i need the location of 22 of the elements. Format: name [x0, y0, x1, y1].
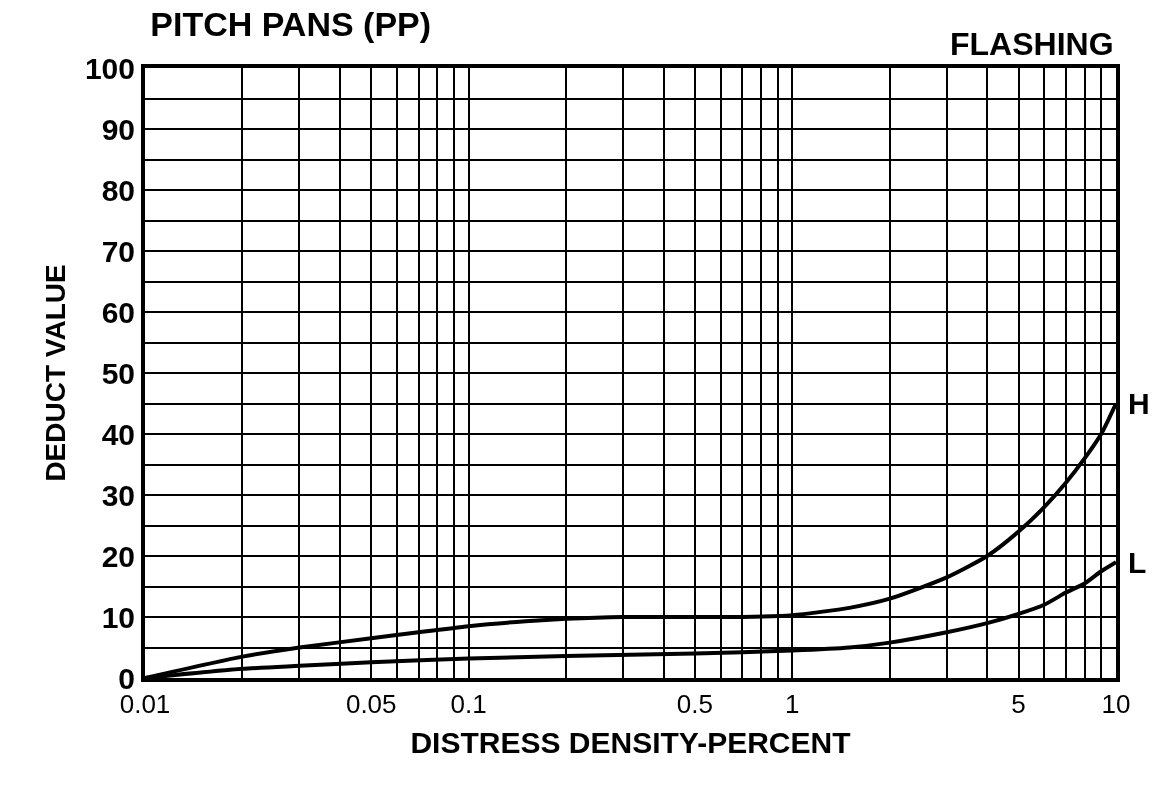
y-tick-label: 20 — [101, 539, 135, 573]
x-tick-label: 0.1 — [450, 689, 487, 720]
y-tick-label: 50 — [101, 356, 135, 390]
x-axis-title: DISTRESS DENSITY-PERCENT — [410, 726, 851, 760]
x-tick-label: 1 — [785, 689, 800, 720]
y-tick-label: 40 — [101, 417, 135, 451]
chart-subtitle: FLASHING — [950, 26, 1114, 62]
y-tick-label: 70 — [101, 234, 135, 268]
y-tick-label: 90 — [101, 112, 135, 146]
y-tick-label: 80 — [101, 173, 135, 207]
series-label: L — [1128, 546, 1147, 579]
series-label: H — [1128, 387, 1150, 420]
y-tick-label: 30 — [101, 478, 135, 512]
y-axis-title: DEDUCT VALUE — [40, 264, 72, 482]
y-tick-label: 10 — [101, 600, 135, 634]
x-tick-label: 5 — [1011, 689, 1026, 720]
chart-title: PITCH PANS (PP) — [150, 4, 432, 43]
x-tick-label: 0.05 — [345, 689, 397, 720]
y-tick-label: 60 — [101, 295, 135, 329]
x-tick-label: 0.5 — [676, 689, 713, 720]
x-tick-label: 10 — [1101, 689, 1131, 720]
y-tick-label: 100 — [84, 51, 135, 85]
